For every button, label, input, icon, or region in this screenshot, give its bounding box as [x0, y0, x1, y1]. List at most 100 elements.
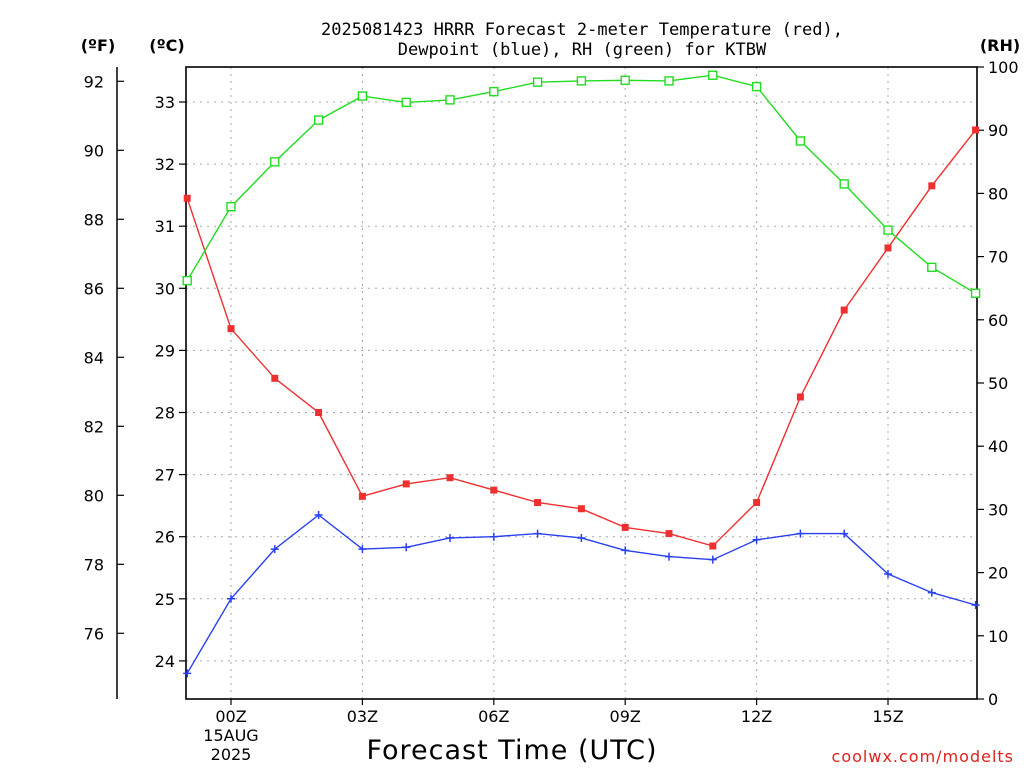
- chart-title-line2: Dewpoint (blue), RH (green) for KTBW: [398, 40, 767, 60]
- dewpoint-point: [796, 529, 805, 538]
- x-tick-label: 03Z: [347, 707, 378, 726]
- rh-point: [883, 225, 893, 235]
- temperature-point: [271, 374, 279, 382]
- dewpoint-point: [621, 546, 630, 555]
- temperature-point: [358, 492, 366, 500]
- c-tick-label: 26: [155, 528, 175, 547]
- rh-tick-label: 10: [988, 627, 1008, 646]
- chart-title-line1: 2025081423 HRRR Forecast 2-meter Tempera…: [321, 20, 843, 40]
- rh-point: [795, 136, 806, 146]
- f-tick-label: 80: [84, 486, 104, 505]
- celsius-unit-label: (ºC): [149, 36, 184, 55]
- rh-point: [226, 201, 236, 212]
- temperature-point: [840, 306, 848, 314]
- c-tick-label: 31: [155, 217, 175, 236]
- temperature-line: [186, 129, 977, 547]
- x-axis-label: Forecast Time (UTC): [366, 735, 657, 766]
- dewpoint-point: [446, 533, 454, 542]
- grid: [186, 67, 977, 699]
- rh-tick-label: 60: [988, 311, 1008, 330]
- dewpoint-point: [665, 552, 673, 561]
- temperature-point: [621, 523, 629, 531]
- dewpoint-point: [927, 588, 936, 597]
- rh-tick-label: 0: [988, 690, 998, 709]
- dewpoint-point: [314, 510, 323, 519]
- date-label-line2: 2025: [211, 745, 252, 764]
- dewpoint-point: [270, 545, 279, 554]
- date-label-line1: 15AUG: [203, 726, 258, 745]
- temperature-point: [534, 499, 542, 507]
- dewpoint-point: [884, 569, 892, 578]
- x-tick-label: 09Z: [610, 707, 641, 726]
- rh-series: [182, 70, 981, 298]
- series-layer: [182, 70, 981, 678]
- rh-tick-label: 100: [988, 58, 1019, 77]
- f-tick-label: 88: [84, 210, 104, 229]
- rh-point: [620, 75, 630, 85]
- dewpoint-point: [840, 529, 849, 538]
- c-tick-label: 32: [155, 155, 175, 174]
- temperature-point: [315, 409, 323, 416]
- temperature-point: [972, 126, 980, 134]
- dewpoint-point: [489, 532, 498, 541]
- x-tick-label: 00Z: [215, 707, 246, 726]
- temperature-point: [446, 474, 454, 482]
- f-tick-label: 90: [84, 141, 104, 160]
- rh-point: [576, 76, 587, 86]
- rh-unit-label: (RH): [980, 36, 1020, 55]
- temperature-point: [490, 486, 498, 494]
- temperature-point: [884, 244, 892, 252]
- axes: 00Z 03Z 06Z 09Z 12Z 15Z 76 78 80 82 84 86 88 90 92 24 25…: [84, 58, 1019, 726]
- c-tick-label: 25: [155, 590, 175, 609]
- temperature-point: [753, 499, 761, 507]
- rh-point: [401, 97, 411, 108]
- rh-line: [186, 74, 976, 294]
- temperature-point: [709, 542, 717, 550]
- dewpoint-point: [227, 594, 235, 603]
- f-tick-label: 86: [84, 279, 104, 298]
- rh-point: [357, 91, 368, 101]
- rh-point: [489, 86, 499, 97]
- rh-tick-label: 90: [988, 121, 1008, 140]
- dewpoint-point: [752, 535, 761, 544]
- rh-tick-label: 20: [988, 564, 1008, 583]
- rh-point: [708, 70, 718, 80]
- c-tick-label: 24: [155, 652, 175, 671]
- rh-tick-label: 70: [988, 248, 1008, 267]
- f-tick-label: 92: [84, 72, 104, 91]
- rh-point: [532, 77, 543, 87]
- rh-point: [270, 157, 280, 167]
- fahrenheit-unit-label: (ºF): [81, 36, 116, 55]
- temperature-point: [402, 480, 410, 488]
- temperature-point: [227, 325, 235, 333]
- temperature-point: [796, 393, 804, 401]
- rh-point: [839, 179, 849, 189]
- f-tick-label: 82: [84, 417, 104, 436]
- f-tick-label: 76: [84, 624, 104, 643]
- rh-point: [751, 81, 762, 92]
- credit-text: coolwx.com/modelts: [832, 747, 1014, 766]
- rh-point: [182, 275, 192, 286]
- temperature-series: [183, 126, 980, 550]
- temperature-point: [183, 194, 191, 202]
- c-tick-label: 29: [155, 341, 175, 360]
- rh-point: [445, 95, 455, 105]
- plot-frame: [185, 66, 978, 700]
- dewpoint-point: [183, 669, 192, 678]
- x-tick-label: 06Z: [478, 707, 509, 726]
- temperature-point: [928, 182, 936, 190]
- rh-tick-label: 30: [988, 500, 1008, 519]
- rh-point: [664, 76, 674, 86]
- f-tick-label: 84: [84, 348, 104, 367]
- rh-point: [313, 115, 324, 125]
- rh-tick-label: 80: [988, 184, 1008, 203]
- x-tick-label: 12Z: [741, 707, 772, 726]
- temperature-point: [577, 505, 585, 513]
- dewpoint-point: [971, 601, 980, 610]
- dewpoint-series: [183, 510, 980, 678]
- c-tick-label: 27: [155, 466, 175, 485]
- x-tick-label: 15Z: [872, 707, 903, 726]
- rh-point: [970, 288, 981, 298]
- c-tick-label: 30: [155, 279, 175, 298]
- dewpoint-point: [533, 529, 542, 538]
